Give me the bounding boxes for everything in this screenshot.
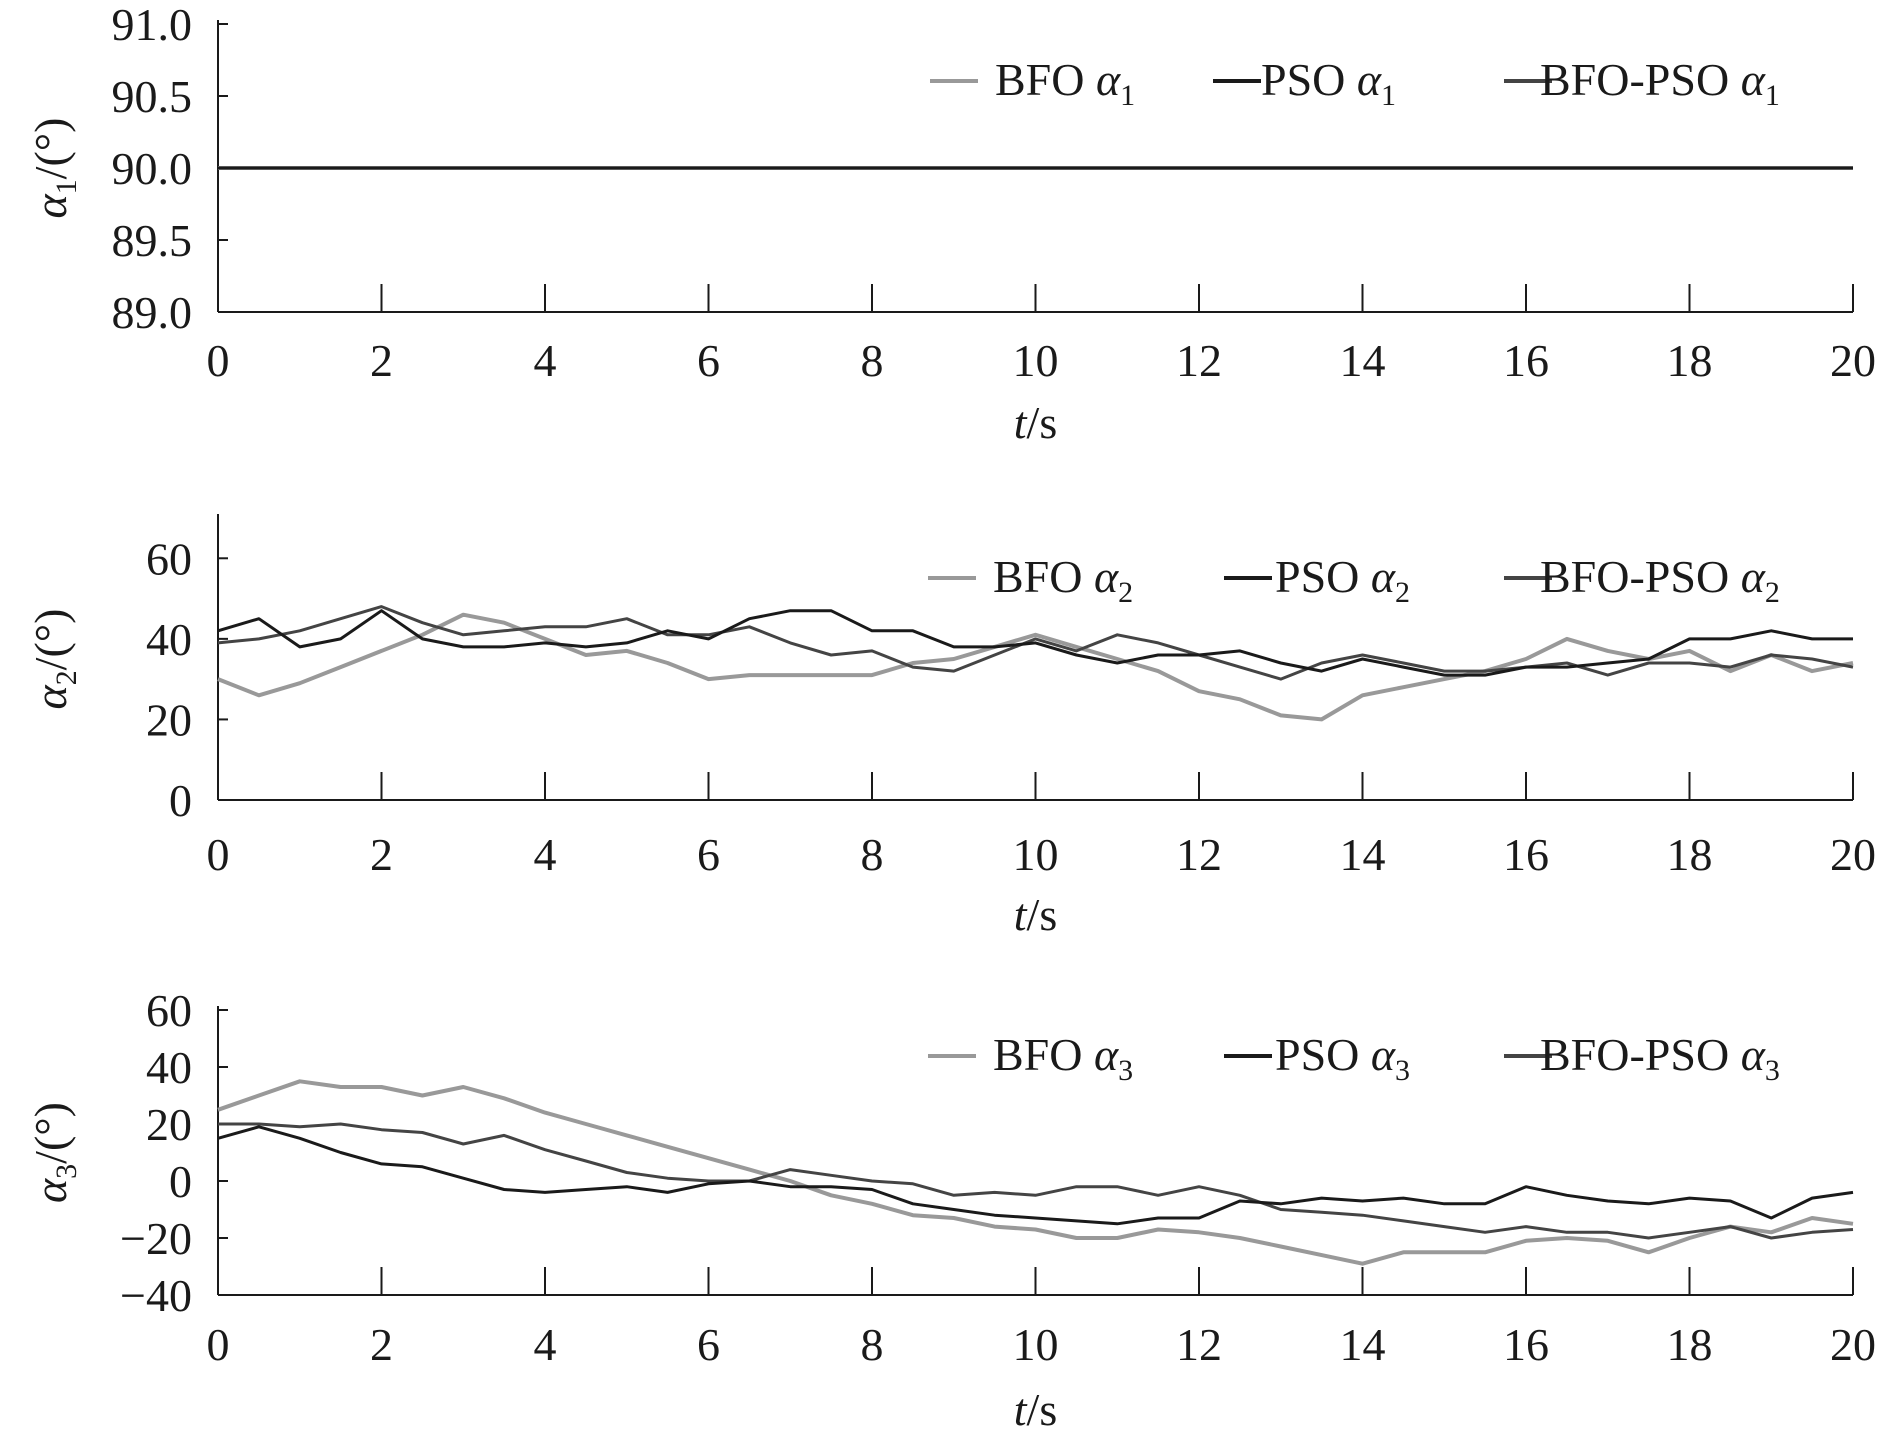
x-tick-label: 14	[1340, 829, 1386, 880]
x-axis-title: t/s	[1014, 397, 1057, 448]
x-tick-label: 0	[207, 1319, 230, 1370]
y-tick-label: 89.5	[112, 215, 193, 266]
x-tick-label: 0	[207, 335, 230, 386]
legend-label: BFO α3	[993, 1029, 1133, 1087]
series-line-bfo-3	[217, 1079, 1854, 1266]
legend-label: BFO-PSO α3	[1540, 1029, 1780, 1087]
x-tick-label: 2	[370, 1319, 393, 1370]
y-axis-title: α1/(°)	[25, 118, 83, 219]
y-axis-title: α2/(°)	[25, 609, 83, 710]
x-tick-label: 18	[1667, 335, 1713, 386]
x-tick-label: 0	[207, 829, 230, 880]
x-tick-label: 12	[1176, 829, 1222, 880]
x-axis-title: t/s	[1014, 1384, 1057, 1435]
series-line-pso-2	[217, 609, 1853, 677]
x-tick-label: 14	[1340, 1319, 1386, 1370]
x-tick-label: 6	[697, 829, 720, 880]
chart-panel-3: 0 2 4 6 8 10 12 14 16 18 20 −40 −20 0 20 40 60 t/s α3/(°) B…	[25, 985, 1876, 1435]
x-tick-label: 2	[370, 829, 393, 880]
x-tick-label: 16	[1503, 1319, 1549, 1370]
series-line-bfo-pso-3	[218, 1122, 1854, 1240]
y-tick-label: 20	[146, 694, 192, 745]
y-tick-label: 90.0	[112, 143, 193, 194]
x-tick-label: 12	[1176, 335, 1222, 386]
x-tick-label: 10	[1013, 829, 1059, 880]
x-tick-label: 8	[861, 1319, 884, 1370]
legend-label: PSO α2	[1275, 551, 1410, 609]
x-tick-label: 18	[1667, 1319, 1713, 1370]
x-tick-label: 4	[534, 335, 557, 386]
y-tick-label: 60	[146, 533, 192, 584]
y-tick-label: 20	[146, 1099, 192, 1150]
x-tick-label: 8	[861, 335, 884, 386]
legend-label: BFO-PSO α2	[1540, 551, 1780, 609]
x-tick-label: 20	[1830, 335, 1876, 386]
x-tick-label: 12	[1176, 1319, 1222, 1370]
chart-panel-1: 0 2 4 6 8 10 12 14 16 18 20 89.0 89.5 90.0 90.5 91.0 t/s…	[25, 0, 1876, 448]
series-line-pso-3	[217, 1125, 1854, 1226]
x-tick-label: 6	[697, 1319, 720, 1370]
x-tick-label: 20	[1830, 829, 1876, 880]
y-tick-label: −20	[120, 1213, 192, 1264]
x-tick-label: 10	[1013, 1319, 1059, 1370]
x-tick-label: 6	[697, 335, 720, 386]
y-tick-label: 0	[169, 1156, 192, 1207]
x-tick-label: 10	[1013, 335, 1059, 386]
x-tick-label: 20	[1830, 1319, 1876, 1370]
y-axis-title: α3/(°)	[25, 1102, 83, 1203]
series-line-bfo-2	[217, 612, 1854, 722]
y-tick-label: −40	[120, 1270, 192, 1321]
x-tick-label: 4	[534, 1319, 557, 1370]
legend-label: PSO α1	[1261, 54, 1396, 112]
x-tick-label: 4	[534, 829, 557, 880]
x-tick-label: 14	[1340, 335, 1386, 386]
y-tick-label: 40	[146, 1042, 192, 1093]
y-tick-label: 90.5	[112, 71, 193, 122]
y-tick-label: 0	[169, 775, 192, 826]
y-tick-label: 89.0	[112, 287, 193, 338]
x-tick-label: 16	[1503, 335, 1549, 386]
legend-label: BFO α2	[993, 551, 1133, 609]
y-tick-label: 60	[146, 985, 192, 1036]
y-tick-label: 91.0	[112, 0, 193, 50]
x-tick-label: 8	[861, 829, 884, 880]
legend-label: BFO-PSO α1	[1540, 54, 1780, 112]
chart-panel-2: 0 2 4 6 8 10 12 14 16 18 20 0 20 40 60 t/s α2/(°) BFO α2 P…	[25, 514, 1876, 940]
x-tick-label: 18	[1667, 829, 1713, 880]
y-tick-label: 40	[146, 614, 192, 665]
legend-label: BFO α1	[995, 54, 1135, 112]
x-tick-label: 2	[370, 335, 393, 386]
x-axis-title: t/s	[1014, 889, 1057, 940]
x-tick-label: 16	[1503, 829, 1549, 880]
legend-label: PSO α3	[1275, 1029, 1410, 1087]
